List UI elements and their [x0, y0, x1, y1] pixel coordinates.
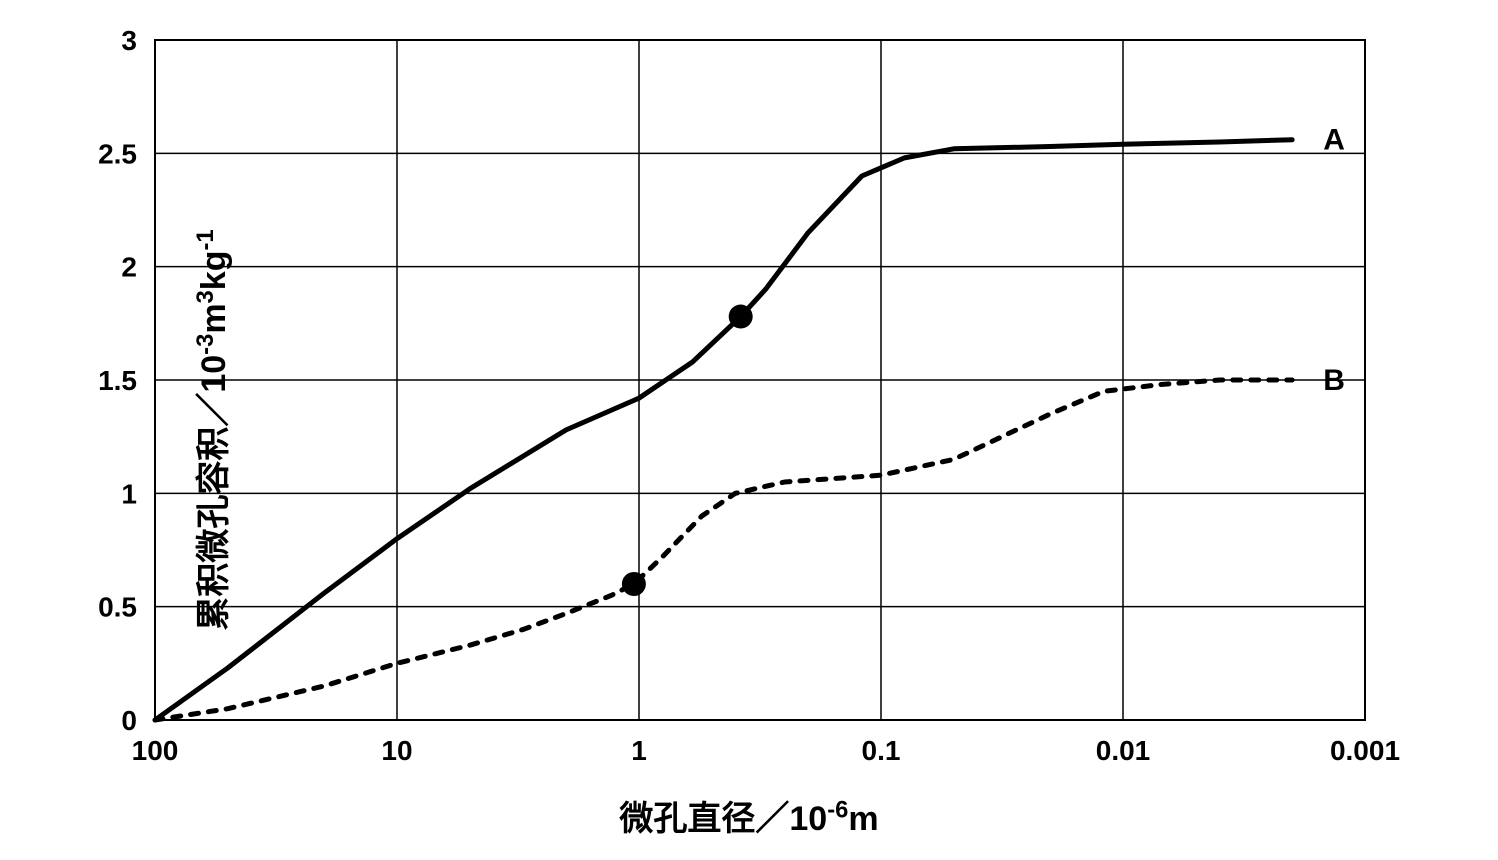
x-tick-label: 0.1 — [862, 735, 901, 766]
chart-container: 0 0.5 1 1.5 2 2.5 3 100 10 1 0.1 0.01 0.001 A B 累积微孔容积… — [0, 0, 1498, 860]
x-tick-label: 1 — [631, 735, 647, 766]
x-axis-label: 微孔直径／10-6m — [619, 791, 878, 840]
series-label-B: B — [1323, 364, 1345, 397]
y-axis-label: 累积微孔容积／10-3m3kg-1 — [186, 229, 235, 630]
series-marker-A — [729, 305, 753, 329]
series-marker-B — [622, 572, 646, 596]
y-tick-label: 1 — [121, 478, 137, 509]
x-tick-label: 0.001 — [1330, 735, 1400, 766]
x-tick-label: 0.01 — [1096, 735, 1151, 766]
y-tick-label: 3 — [121, 25, 137, 56]
series-label-A: A — [1323, 124, 1345, 157]
y-tick-label: 0 — [121, 705, 137, 736]
y-tick-label: 0.5 — [98, 592, 137, 623]
y-tick-label: 2 — [121, 252, 137, 283]
y-tick-label: 1.5 — [98, 365, 137, 396]
x-tick-label: 100 — [132, 735, 179, 766]
x-tick-label: 10 — [381, 735, 412, 766]
y-tick-label: 2.5 — [98, 138, 137, 169]
